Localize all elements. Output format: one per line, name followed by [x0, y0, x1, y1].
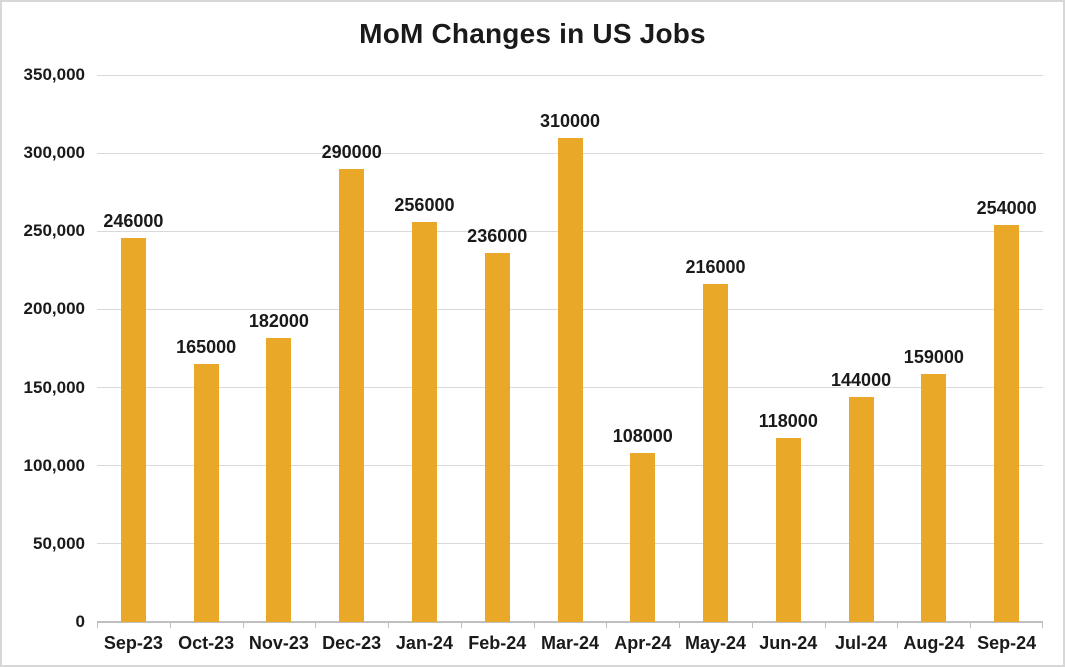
x-axis-tick	[970, 622, 972, 628]
bar-Jul-24	[848, 396, 874, 622]
x-axis-tick	[169, 622, 171, 628]
y-axis-tick-label: 250,000	[23, 221, 85, 241]
x-axis-tick	[388, 622, 390, 628]
x-axis-tick	[897, 622, 899, 628]
x-axis-line	[97, 621, 1043, 623]
bar-value-label: 236000	[467, 226, 528, 247]
x-axis-tick	[97, 622, 98, 628]
chart-title: MoM Changes in US Jobs	[359, 18, 706, 49]
x-axis-category-label: Oct-23	[178, 633, 235, 653]
y-axis-tick-label: 50,000	[33, 533, 85, 553]
x-axis-category-label: Sep-23	[103, 633, 163, 653]
x-axis-category-label: Dec-23	[322, 633, 382, 653]
x-axis-tick	[533, 622, 535, 628]
y-axis-tick-label: 150,000	[23, 377, 85, 397]
x-axis-tick	[824, 622, 826, 628]
bar-Sep-23	[120, 237, 146, 622]
bar-Sep-24	[994, 225, 1020, 622]
x-axis-tick	[460, 622, 462, 628]
bar-Jan-24	[411, 221, 437, 622]
bar-value-label: 246000	[103, 210, 164, 231]
bar-value-label: 290000	[321, 141, 382, 162]
bar-Dec-23	[339, 168, 365, 622]
bar-Aug-24	[921, 373, 947, 622]
bar-value-label: 310000	[539, 110, 601, 131]
bar-value-label: 159000	[903, 346, 964, 367]
x-axis-category-label: May-24	[685, 633, 747, 653]
bar-May-24	[703, 284, 729, 622]
x-axis-category-label: Mar-24	[540, 633, 599, 653]
y-gridline	[97, 74, 1043, 76]
bar-Jun-24	[775, 437, 801, 622]
bar-value-label: 256000	[394, 194, 455, 215]
x-axis-tick	[606, 622, 608, 628]
bar-Nov-23	[266, 337, 292, 622]
y-axis-tick-label: 300,000	[23, 143, 85, 163]
x-axis-category-label: Sep-24	[977, 633, 1037, 653]
bar-Oct-23	[193, 364, 219, 622]
bar-Feb-24	[484, 253, 510, 622]
x-axis-tick	[751, 622, 753, 628]
x-axis-category-label: Apr-24	[614, 633, 672, 653]
y-axis-tick-label: 0	[75, 612, 85, 631]
y-axis-tick-label: 200,000	[23, 299, 85, 319]
plot-area: 0 50,000 100,000 150,000 200,000 250,000 300,0…	[24, 65, 1043, 653]
x-axis-tick	[315, 622, 317, 628]
y-axis-tick-label: 350,000	[23, 65, 85, 84]
x-axis-tick	[679, 622, 681, 628]
bar-value-label: 216000	[685, 257, 746, 278]
bar-value-label: 144000	[831, 369, 892, 390]
bar-value-label: 108000	[612, 426, 673, 447]
x-axis-tick	[1042, 622, 1043, 628]
x-axis-category-label: Jan-24	[395, 633, 453, 653]
x-axis-category-label: Jul-24	[835, 633, 888, 653]
x-axis-category-label: Aug-24	[903, 633, 965, 653]
bar-value-label: 254000	[976, 198, 1037, 219]
x-axis-category-label: Feb-24	[468, 633, 527, 653]
bar-value-label: 118000	[758, 410, 818, 431]
bar-Mar-24	[557, 137, 583, 622]
bar-value-label: 182000	[248, 310, 309, 331]
y-axis-tick-label: 100,000	[23, 455, 85, 475]
bar-Apr-24	[630, 453, 656, 622]
x-axis-category-label: Nov-23	[248, 633, 309, 653]
bar-value-label: 165000	[176, 337, 237, 358]
x-axis-category-label: Jun-24	[759, 633, 818, 653]
x-axis-tick	[242, 622, 244, 628]
